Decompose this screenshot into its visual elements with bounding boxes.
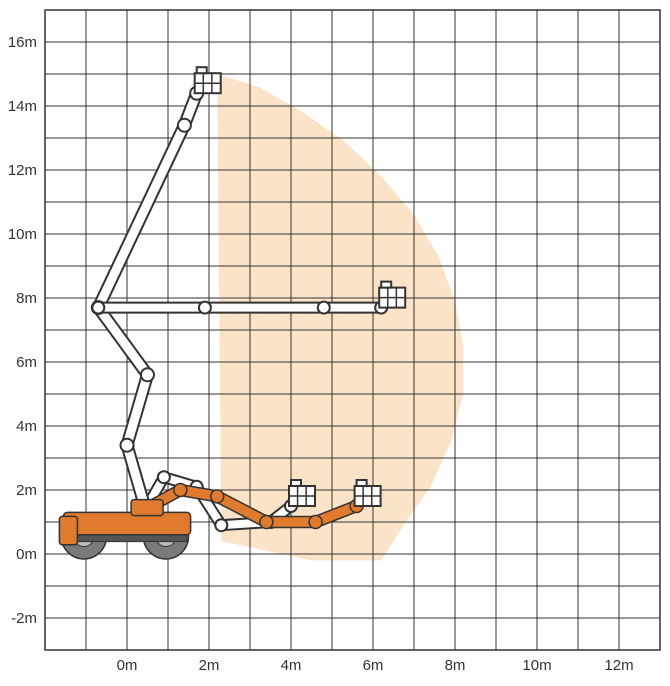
y-tick-label: 2m xyxy=(16,482,37,499)
range-chart-svg: -2m 0m 2m 4m 6m 8m 10m 12m 14m 16m 0m 2m 4m 6m 8m 10m 12… xyxy=(0,0,670,686)
working-envelope xyxy=(217,74,463,560)
y-tick-label: 0m xyxy=(16,546,37,563)
y-tick-label: 4m xyxy=(16,418,37,435)
x-tick-label: 0m xyxy=(117,657,138,674)
y-tick-label: 8m xyxy=(16,290,37,307)
x-tick-label: 4m xyxy=(281,657,302,674)
x-tick-label: 8m xyxy=(445,657,466,674)
y-tick-label: 10m xyxy=(8,226,37,243)
y-tick-label: 14m xyxy=(8,98,37,115)
x-tick-label: 10m xyxy=(522,657,551,674)
y-tick-label: 6m xyxy=(16,354,37,371)
x-tick-label: 12m xyxy=(604,657,633,674)
y-tick-label: 16m xyxy=(8,34,37,51)
x-tick-label: 2m xyxy=(199,657,220,674)
vehicle-base xyxy=(59,500,190,559)
x-tick-label: 6m xyxy=(363,657,384,674)
y-tick-label: 12m xyxy=(8,162,37,179)
basket-icon xyxy=(195,67,221,93)
boom-arm xyxy=(92,87,203,516)
boom-arm xyxy=(92,302,387,314)
grid xyxy=(45,10,660,650)
y-tick-label: -2m xyxy=(11,610,37,627)
range-diagram: -2m 0m 2m 4m 6m 8m 10m 12m 14m 16m 0m 2m 4m 6m 8m 10m 12… xyxy=(0,0,670,686)
